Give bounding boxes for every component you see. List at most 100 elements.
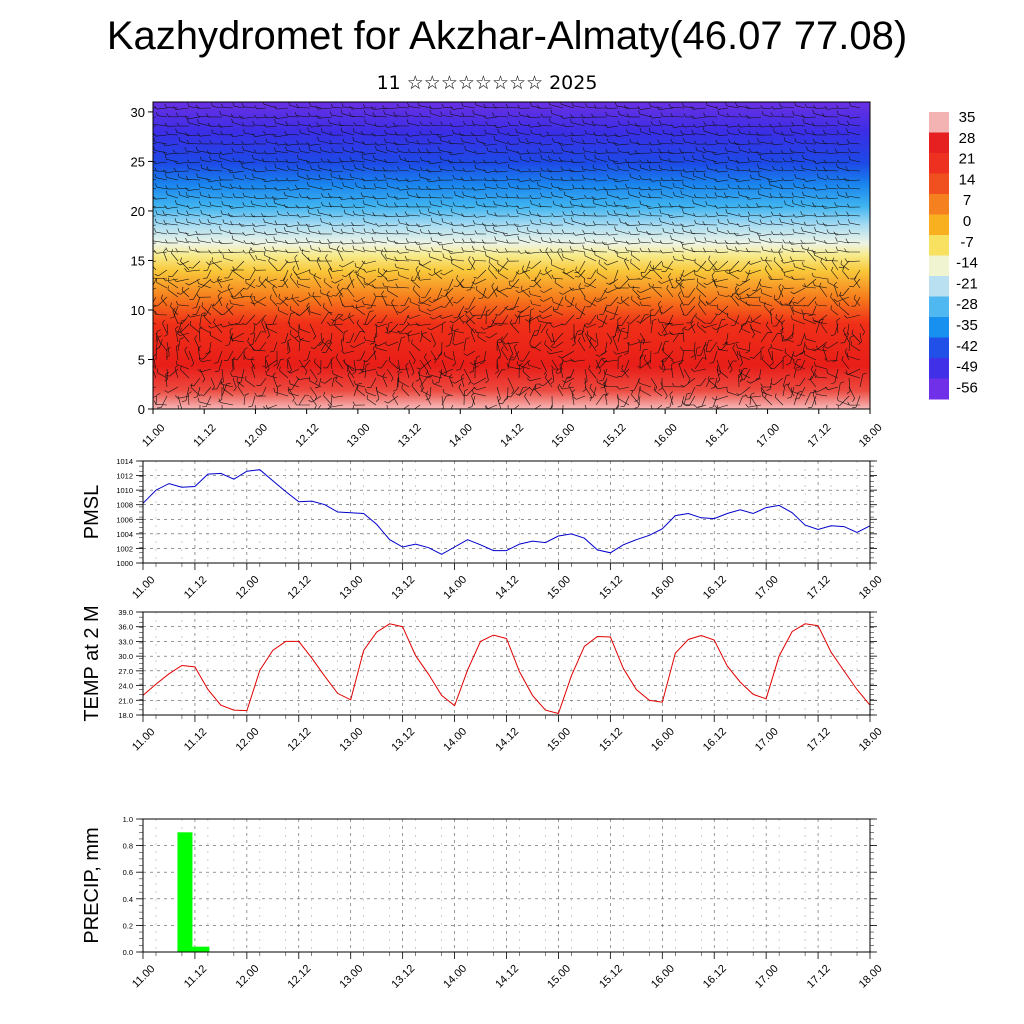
wind-barb bbox=[221, 278, 234, 283]
wind-barb bbox=[445, 296, 454, 308]
wind-barb-flag bbox=[714, 192, 717, 197]
wind-barb-flag bbox=[185, 191, 188, 196]
wind-barb bbox=[264, 357, 267, 370]
wind-barb-flag bbox=[493, 226, 495, 231]
wind-barb-flag bbox=[781, 244, 784, 249]
wind-barb bbox=[167, 250, 179, 253]
wind-barb-flag bbox=[679, 241, 683, 245]
wind-barb-flag bbox=[196, 173, 198, 178]
wind-barb-flag bbox=[244, 174, 247, 179]
wind-barb-flag bbox=[505, 201, 508, 206]
wind-barb-flag bbox=[539, 315, 543, 319]
colorbar-label: 21 bbox=[959, 151, 976, 168]
wind-barb bbox=[473, 134, 487, 136]
wind-barb bbox=[421, 170, 432, 172]
wind-barb bbox=[168, 232, 179, 235]
wind-barb bbox=[697, 260, 707, 272]
wind-barb bbox=[484, 224, 498, 227]
wind-barb bbox=[507, 197, 520, 199]
wind-barb-flag bbox=[550, 176, 554, 180]
heatmap-field bbox=[153, 102, 870, 409]
wind-barb-flag bbox=[461, 137, 463, 142]
wind-barb bbox=[165, 374, 168, 388]
wind-barb-flag bbox=[301, 248, 304, 254]
wind-barb-flag bbox=[461, 223, 465, 227]
wind-barb bbox=[280, 296, 289, 305]
wind-barb-flag bbox=[802, 154, 804, 159]
wind-barb-flag bbox=[681, 102, 685, 107]
wind-barb-flag bbox=[692, 199, 694, 204]
wind-barb-flag bbox=[710, 387, 715, 389]
wind-barb bbox=[828, 197, 839, 200]
wind-barb-flag bbox=[691, 368, 695, 372]
wind-barb-flag bbox=[211, 257, 213, 262]
wind-barb-flag bbox=[491, 282, 495, 287]
wind-barb-flag bbox=[724, 341, 729, 346]
wind-barb-flag bbox=[569, 287, 573, 291]
wind-barb-flag bbox=[351, 222, 354, 226]
wind-barb-flag bbox=[141, 230, 143, 234]
wind-barb bbox=[432, 383, 443, 388]
wind-barb bbox=[830, 309, 839, 316]
wind-barb-flag bbox=[242, 202, 245, 206]
wind-barb-flag bbox=[584, 237, 587, 242]
wind-barb bbox=[455, 341, 465, 346]
wind-barb bbox=[431, 269, 443, 276]
wind-barb bbox=[362, 158, 377, 163]
wind-barb bbox=[221, 368, 224, 382]
wind-barb-flag bbox=[826, 229, 829, 234]
wind-barb-flag bbox=[428, 252, 431, 257]
wind-barb-flag bbox=[164, 390, 169, 393]
wind-barb-flag bbox=[405, 178, 409, 182]
wind-barb bbox=[784, 275, 795, 280]
wind-barb bbox=[419, 301, 432, 307]
wind-barb-flag bbox=[314, 405, 317, 409]
wind-barb bbox=[441, 395, 444, 408]
wind-barb-flag bbox=[705, 193, 708, 198]
wind-barb-flag bbox=[330, 103, 334, 108]
wind-barb-flag bbox=[220, 210, 223, 215]
wind-barb bbox=[650, 131, 663, 136]
wind-barb-flag bbox=[253, 195, 257, 199]
wind-barb bbox=[466, 322, 476, 334]
wind-barb bbox=[693, 107, 707, 110]
wind-barb bbox=[715, 161, 729, 164]
wind-barb bbox=[747, 107, 762, 109]
wind-barb-flag bbox=[634, 122, 638, 127]
wind-barb-flag bbox=[296, 314, 301, 316]
wind-barb-flag bbox=[497, 128, 500, 133]
wind-barb bbox=[355, 206, 366, 208]
wind-barb-flag bbox=[195, 248, 198, 253]
wind-barb bbox=[807, 150, 817, 154]
wind-barb-flag bbox=[639, 128, 642, 133]
wind-barb bbox=[717, 404, 729, 409]
wind-barb bbox=[430, 204, 443, 208]
wind-barb-flag bbox=[649, 102, 652, 107]
wind-barb bbox=[419, 368, 421, 380]
wind-barb-flag bbox=[662, 357, 667, 360]
wind-barb-flag bbox=[691, 247, 694, 252]
wind-barb bbox=[234, 177, 245, 181]
wind-barb bbox=[815, 365, 828, 370]
wind-barb bbox=[782, 385, 786, 397]
wind-barb-flag bbox=[750, 317, 753, 322]
wind-barb bbox=[206, 269, 212, 279]
wind-barb bbox=[578, 260, 586, 273]
wind-barb bbox=[306, 305, 311, 316]
x-tick-label: 13.12 bbox=[389, 574, 417, 602]
wind-barb bbox=[153, 169, 157, 172]
wind-barb bbox=[345, 269, 355, 278]
wind-barb bbox=[464, 233, 476, 236]
wind-barb-flag bbox=[639, 175, 642, 180]
wind-barb bbox=[308, 224, 322, 228]
wind-barb bbox=[762, 359, 773, 370]
wind-barb-flag bbox=[537, 121, 540, 126]
wind-barb bbox=[266, 404, 278, 409]
wind-barb-flag bbox=[760, 388, 763, 393]
wind-barb-flag bbox=[547, 168, 551, 173]
wind-barb bbox=[374, 134, 388, 137]
wind-barb bbox=[736, 250, 751, 253]
wind-barb-flag bbox=[571, 217, 573, 222]
wind-barb-flag bbox=[562, 253, 564, 258]
wind-barb-flag bbox=[142, 137, 143, 141]
